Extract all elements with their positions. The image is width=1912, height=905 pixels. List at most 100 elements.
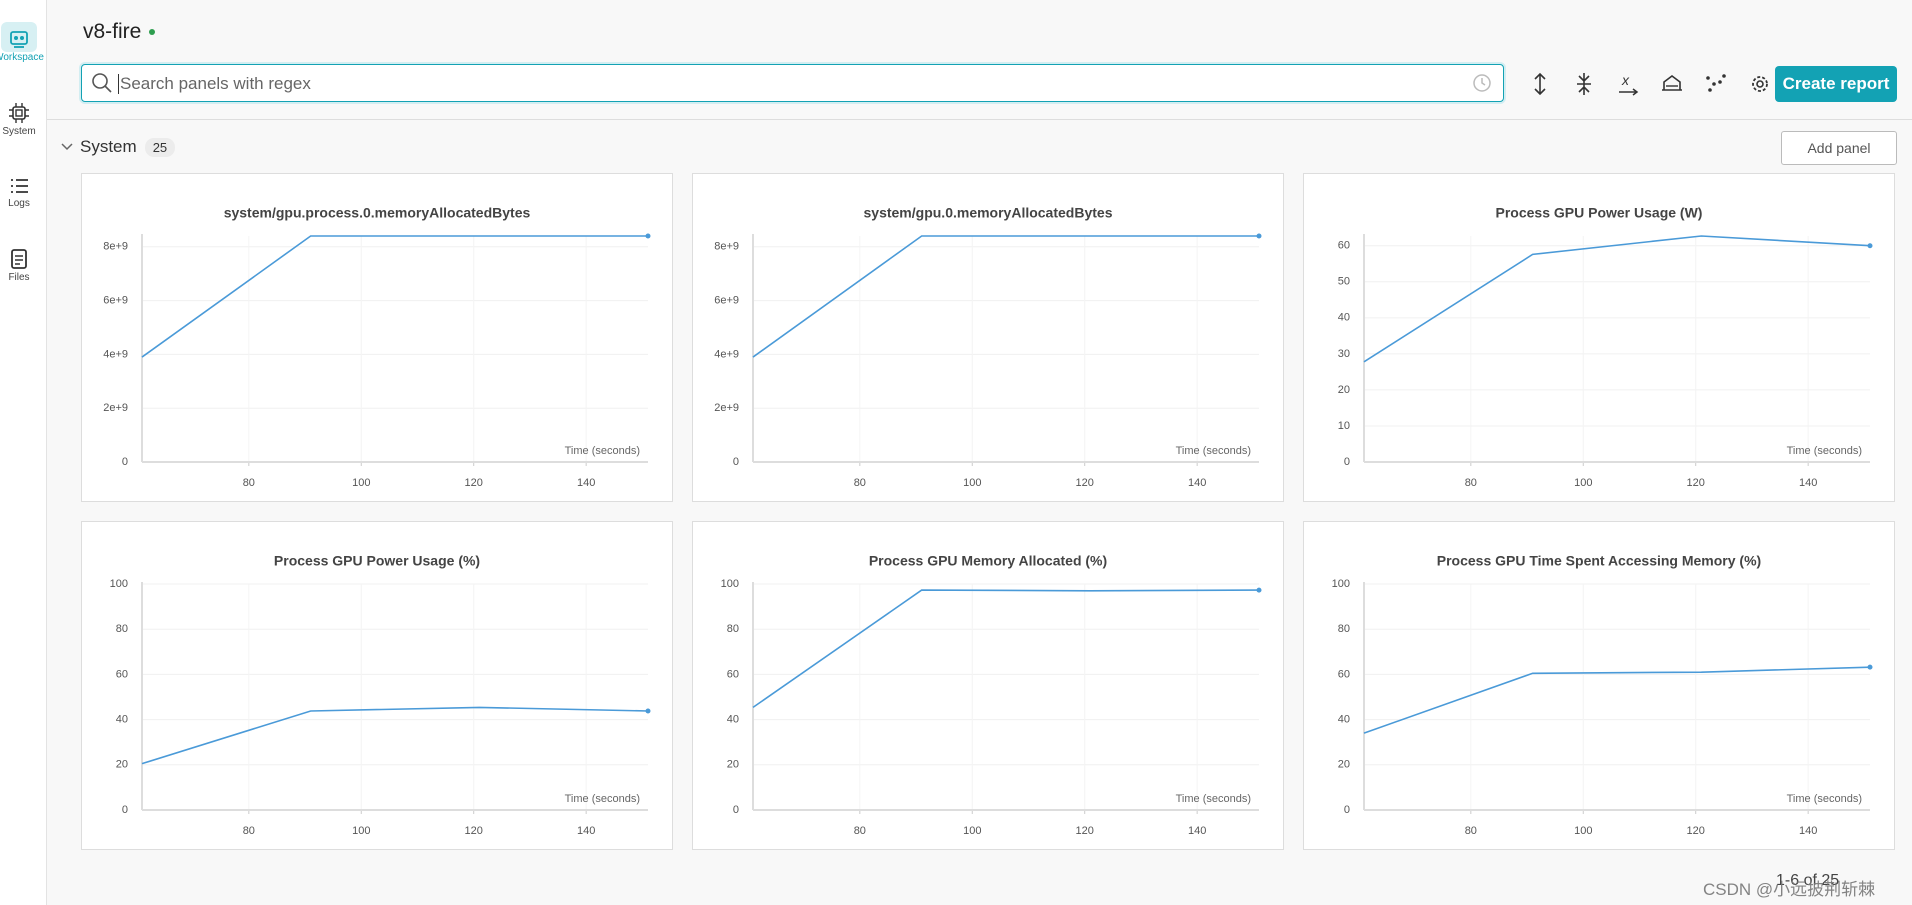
header: v8-fire Search panels with regex x Creat… [47, 0, 1912, 120]
chart: system/gpu.0.memoryAllocatedBytes 0 2e+9 4e… [714, 205, 1262, 489]
chart: Process GPU Power Usage (%) 0 20 40 60 80 100 8… [110, 553, 651, 837]
section-header[interactable]: System 25 [60, 137, 176, 157]
x-tick-label: 140 [1188, 825, 1206, 837]
x-tick-label: 100 [963, 825, 981, 837]
x-tick-label: 140 [577, 825, 595, 837]
x-tick-label: 80 [854, 477, 866, 489]
x-tick-label: 80 [854, 825, 866, 837]
expand-icon[interactable] [1526, 70, 1554, 98]
sidebar-label: Files [8, 272, 30, 283]
x-tick-label: 100 [352, 477, 370, 489]
create-report-button[interactable]: Create report [1775, 66, 1897, 102]
logs-icon [11, 179, 28, 193]
sidebar-system[interactable]: System [0, 96, 46, 152]
y-tick-label: 4e+9 [103, 348, 128, 360]
search-box[interactable]: Search panels with regex [81, 64, 1504, 102]
y-tick-label: 30 [1338, 348, 1350, 360]
y-tick-label: 20 [1338, 384, 1350, 396]
system-icon [9, 103, 29, 123]
pagination: 1-6 of 25 [1776, 872, 1840, 889]
last-point [1256, 233, 1262, 239]
settings-icon[interactable] [1746, 70, 1774, 98]
chart-panel[interactable]: Process GPU Memory Allocated (%) 0 20 40 60 8… [692, 521, 1284, 850]
y-tick-label: 0 [122, 456, 128, 468]
x-tick-label: 100 [1574, 477, 1592, 489]
y-tick-label: 0 [122, 804, 128, 816]
x-tick-label: 120 [1687, 477, 1705, 489]
chart-title: system/gpu.0.memoryAllocatedBytes [864, 205, 1113, 221]
last-point [1256, 587, 1262, 593]
x-axis-icon[interactable]: x [1614, 70, 1642, 98]
series-line [141, 235, 648, 358]
chart-title: Process GPU Memory Allocated (%) [869, 553, 1107, 569]
y-tick-label: 8e+9 [714, 241, 739, 253]
x-tick-label: 120 [1076, 825, 1094, 837]
x-tick-label: 120 [465, 825, 483, 837]
y-tick-label: 6e+9 [103, 294, 128, 306]
sidebar: Workspace System Logs Files [0, 0, 47, 905]
x-axis-label: Time (seconds) [1787, 793, 1862, 805]
y-tick-label: 8e+9 [103, 241, 128, 253]
svg-text:x: x [1621, 72, 1630, 88]
status-dot [149, 29, 156, 36]
x-tick-label: 140 [1799, 477, 1817, 489]
x-tick-label: 120 [465, 477, 483, 489]
chart-panel[interactable]: Process GPU Power Usage (%) 0 20 40 60 80 100 8… [81, 521, 673, 850]
x-axis-label: Time (seconds) [565, 793, 640, 805]
chevron [61, 143, 73, 151]
x-tick-label: 140 [1188, 477, 1206, 489]
x-tick-label: 100 [963, 477, 981, 489]
y-tick-label: 80 [727, 623, 739, 635]
y-tick-label: 20 [116, 759, 128, 771]
y-tick-label: 40 [727, 714, 739, 726]
y-tick-label: 60 [1338, 240, 1350, 252]
series-line [141, 706, 649, 765]
series-line [1363, 235, 1871, 363]
x-tick-label: 80 [243, 825, 255, 837]
search-placeholder: Search panels with regex [118, 74, 311, 94]
chart-panel[interactable]: system/gpu.0.memoryAllocatedBytes 0 2e+9 4e… [692, 173, 1284, 502]
collapse-icon[interactable] [1570, 70, 1598, 98]
run-title-wrap: v8-fire [83, 20, 156, 44]
x-axis-label: Time (seconds) [1176, 445, 1251, 457]
x-axis-label: Time (seconds) [1787, 445, 1862, 457]
x-tick-label: 140 [1799, 825, 1817, 837]
chart: Process GPU Memory Allocated (%) 0 20 40 60 8… [721, 553, 1262, 837]
y-tick-label: 80 [1338, 623, 1350, 635]
y-tick-label: 2e+9 [103, 402, 128, 414]
chart-panel[interactable]: Process GPU Time Spent Accessing Memory … [1303, 521, 1895, 850]
last-point [1867, 664, 1873, 670]
sidebar-workspace[interactable]: Workspace [0, 22, 46, 78]
sidebar-label: Logs [8, 198, 30, 209]
files-icon [11, 249, 27, 269]
series-line [1363, 666, 1871, 734]
y-tick-label: 0 [1344, 804, 1350, 816]
y-tick-label: 2e+9 [714, 402, 739, 414]
y-tick-label: 0 [733, 804, 739, 816]
smoothing-icon[interactable] [1658, 70, 1686, 98]
x-tick-label: 100 [352, 825, 370, 837]
y-tick-label: 100 [721, 578, 739, 590]
sidebar-files[interactable]: Files [0, 242, 46, 298]
last-point [645, 233, 651, 239]
chart-title: system/gpu.process.0.memoryAllocatedByte… [224, 205, 531, 221]
y-tick-label: 20 [727, 759, 739, 771]
series-line [752, 235, 1259, 358]
chart-panel[interactable]: system/gpu.process.0.memoryAllocatedByte… [81, 173, 673, 502]
chart: Process GPU Power Usage (W) 0 10 20 30 40 50 60… [1338, 205, 1873, 489]
chart-title: Process GPU Power Usage (W) [1496, 205, 1703, 221]
y-tick-label: 6e+9 [714, 294, 739, 306]
chart-panel[interactable]: Process GPU Power Usage (W) 0 10 20 30 40 50 60… [1303, 173, 1895, 502]
y-tick-label: 0 [1344, 456, 1350, 468]
y-tick-label: 60 [727, 668, 739, 680]
x-axis-label: Time (seconds) [1176, 793, 1251, 805]
add-panel-button[interactable]: Add panel [1781, 131, 1897, 165]
sidebar-logs[interactable]: Logs [0, 170, 46, 226]
y-tick-label: 60 [116, 668, 128, 680]
outliers-icon[interactable] [1702, 70, 1730, 98]
x-tick-label: 120 [1687, 825, 1705, 837]
y-tick-label: 10 [1338, 420, 1350, 432]
history-icon[interactable] [1471, 72, 1493, 94]
watermark: CSDN @小远披荆斩棘 [1703, 880, 1876, 899]
